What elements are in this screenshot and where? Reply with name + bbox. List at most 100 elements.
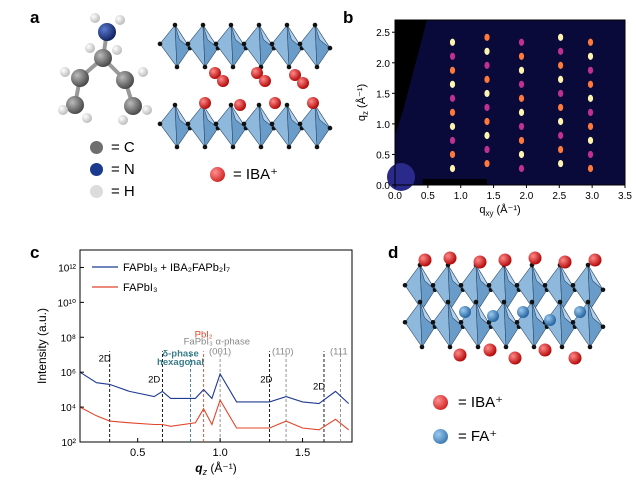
octahedron-face xyxy=(202,104,219,129)
diffraction-spot xyxy=(518,164,525,173)
halide-atom xyxy=(230,64,236,70)
fa-cation xyxy=(544,314,556,326)
detector-gap xyxy=(395,20,427,136)
iba-cation xyxy=(251,67,263,79)
diffraction-spot xyxy=(518,150,525,159)
halide-atom xyxy=(458,319,464,325)
diffraction-spot xyxy=(587,122,594,131)
diffraction-spot xyxy=(558,103,564,112)
diffraction-spot xyxy=(587,150,594,159)
diffraction-spot xyxy=(558,159,564,168)
panel-letter-a: a xyxy=(30,8,40,27)
octahedron-face xyxy=(447,301,464,327)
x-tick-label: 2.5 xyxy=(552,191,566,202)
octahedron-face xyxy=(202,24,219,49)
iba-cation xyxy=(289,69,301,81)
halide-atom xyxy=(228,102,234,108)
octahedron-face xyxy=(587,264,604,290)
diffraction-spot xyxy=(558,75,564,83)
x-tick-label: 3.5 xyxy=(618,191,632,202)
x-axis-label: qxy (Å⁻¹) xyxy=(479,203,520,218)
atom-legend: = C = N = H xyxy=(90,136,190,202)
xrd-chart: 0.5 1.0 1.5 10² 10⁴ 10⁶ 10⁸ 10¹⁰ 10¹² FAPbI₃ + IB… xyxy=(35,249,353,477)
halide-atom xyxy=(600,324,606,330)
diffraction-spot xyxy=(449,94,456,102)
octahedron-face xyxy=(243,24,262,68)
annotation-label: FaPbI₃ α-phase xyxy=(184,336,250,347)
halide-atom xyxy=(284,102,290,108)
x-tick-label: 0.0 xyxy=(388,191,402,202)
halide-atom xyxy=(312,22,318,28)
iba-cation xyxy=(538,343,552,357)
carbon-label: = C xyxy=(111,138,135,156)
halide-atom xyxy=(473,299,479,305)
halide-atom xyxy=(286,64,292,70)
diffraction-spot xyxy=(484,145,490,154)
iba-cation xyxy=(259,75,271,87)
y-tick-label: 10² xyxy=(62,438,77,449)
diffraction-spot xyxy=(484,47,490,55)
legend-label: FAPbI₃ + IBA₂FAPb₂I₇ xyxy=(123,262,230,274)
diffraction-spot xyxy=(558,33,564,41)
legend-row-nitrogen: = N xyxy=(90,158,190,180)
octahedron-face xyxy=(174,24,191,49)
halide-atom xyxy=(585,262,591,268)
iba-swatch xyxy=(210,166,225,182)
halide-atom xyxy=(202,64,208,70)
fa-perovskite-illustration xyxy=(402,251,606,365)
halide-atom xyxy=(402,282,408,288)
plot-frame xyxy=(394,19,626,186)
iba-cation xyxy=(297,77,309,89)
diffraction-spot xyxy=(518,66,525,74)
annotation-label: 2D xyxy=(260,375,272,386)
diffraction-spot xyxy=(587,52,594,60)
octahedron-face xyxy=(559,264,576,290)
carbon-swatch xyxy=(90,140,103,154)
halide-atom xyxy=(430,282,436,288)
halide-atom xyxy=(213,121,219,127)
halide-atom xyxy=(514,282,520,288)
x-tick-label: 1.5 xyxy=(295,447,310,459)
iba-cation xyxy=(199,97,211,109)
halide-atom xyxy=(297,41,303,47)
octahedron-face xyxy=(215,104,234,148)
halide-atom xyxy=(514,319,520,325)
diffraction-spot xyxy=(449,136,456,145)
octahedron-face xyxy=(432,301,451,349)
halide-atom xyxy=(570,319,576,325)
annotation-label: 2D xyxy=(99,354,111,365)
diffraction-spot xyxy=(587,94,594,102)
diffraction-spot xyxy=(449,164,456,173)
halide-atom xyxy=(269,41,275,47)
diffraction-spot xyxy=(484,75,490,83)
iba-cation xyxy=(508,351,522,365)
panel-letter-b: b xyxy=(343,8,354,27)
diffraction-spot xyxy=(484,61,490,69)
halide-atom xyxy=(447,344,453,350)
direct-beam-glow xyxy=(387,163,415,191)
legend-row-hydrogen: = H xyxy=(90,180,190,202)
diffraction-spot xyxy=(484,131,490,140)
octahedron-face xyxy=(299,24,318,68)
annotation-label: δ-phase xyxy=(162,348,198,359)
fa-cation xyxy=(574,306,586,318)
panel-letter-d: d xyxy=(388,243,399,262)
giwaxs-map: 0.0 0.5 1.0 1.5 2.0 2.5 3.0 3.5 0.0 0.5 1.0 1.5 2.0 2… xyxy=(355,19,632,218)
y-tick-label: 10⁴ xyxy=(61,403,76,414)
iba-swatch-d xyxy=(433,394,448,410)
diffraction-spot xyxy=(484,103,490,112)
iba-cation xyxy=(234,99,246,111)
x-tick-label: 0.5 xyxy=(130,447,145,459)
diffraction-spot xyxy=(587,108,594,116)
halide-atom xyxy=(174,64,180,70)
octahedron-face xyxy=(404,301,423,349)
halide-atom xyxy=(503,344,509,350)
diffraction-spot xyxy=(484,33,490,41)
fa-cation xyxy=(487,310,499,322)
diffraction-spot xyxy=(449,150,456,159)
x-tick-label: 3.0 xyxy=(585,191,599,202)
iba-cation xyxy=(209,67,221,79)
nitrogen-swatch xyxy=(90,162,103,176)
legend-row-fa: = FA⁺ xyxy=(433,419,503,453)
diffraction-spot xyxy=(587,38,594,46)
